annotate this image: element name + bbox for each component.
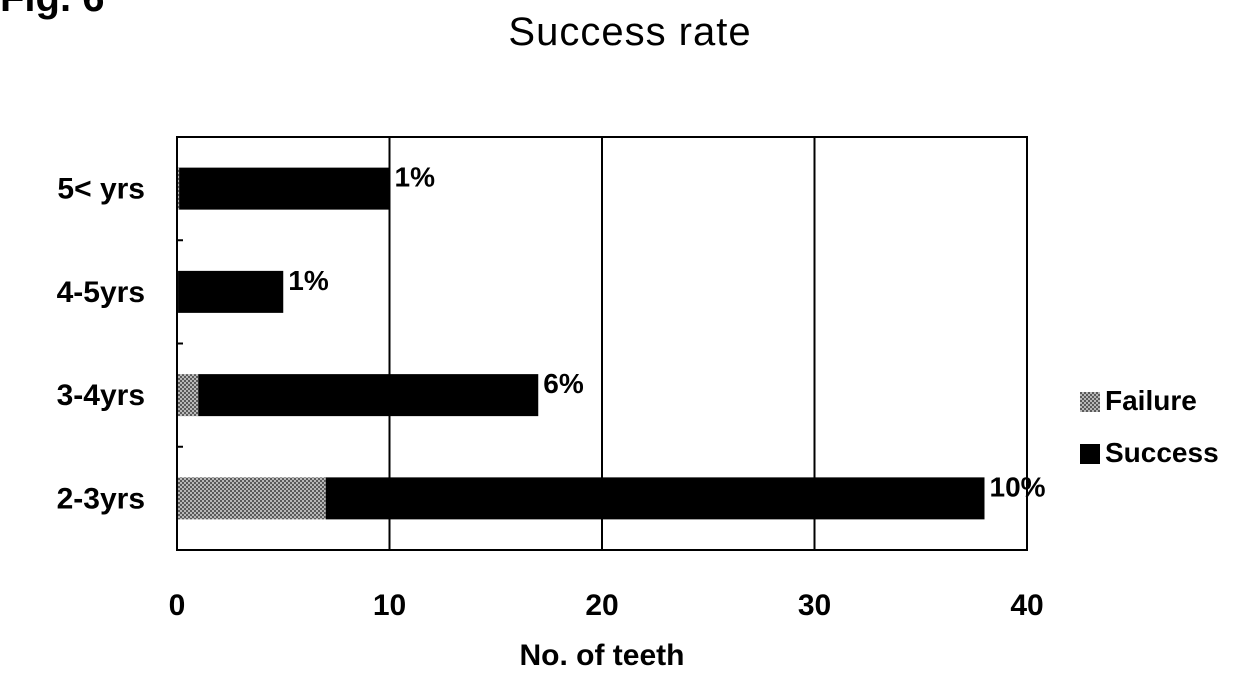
figure-label: Fig. 6 (0, 0, 104, 21)
x-tick-label-0: 0 (169, 589, 186, 622)
legend-label-failure: Failure (1105, 385, 1197, 416)
bar-failure-2 (177, 374, 199, 417)
chart-title: Success rate (508, 10, 752, 54)
bar-data-label-0: 1% (395, 162, 436, 193)
legend-label-success: Success (1105, 437, 1219, 468)
x-tick-label-20: 20 (585, 589, 618, 622)
x-axis-title: No. of teeth (520, 639, 685, 672)
x-tick-label-40: 40 (1010, 589, 1043, 622)
y-category-label-2: 3-4yrs (57, 379, 145, 412)
bar-success-1 (178, 270, 284, 313)
x-tick-label-10: 10 (373, 589, 406, 622)
x-tick-label-30: 30 (798, 589, 831, 622)
legend-swatch-success (1080, 444, 1100, 464)
bar-failure-3 (177, 477, 326, 520)
bar-data-label-1: 1% (288, 265, 329, 296)
y-category-label-0: 5< yrs (57, 173, 145, 206)
bar-data-label-2: 6% (543, 368, 584, 399)
y-category-label-1: 4-5yrs (57, 276, 145, 309)
bar-success-0 (179, 167, 390, 210)
bar-data-label-3: 10% (990, 471, 1046, 502)
bar-success-2 (198, 374, 539, 417)
y-category-label-3: 2-3yrs (57, 482, 145, 515)
bar-failure-0 (177, 167, 180, 210)
legend-swatch-failure (1080, 392, 1100, 412)
bar-success-3 (325, 477, 985, 520)
